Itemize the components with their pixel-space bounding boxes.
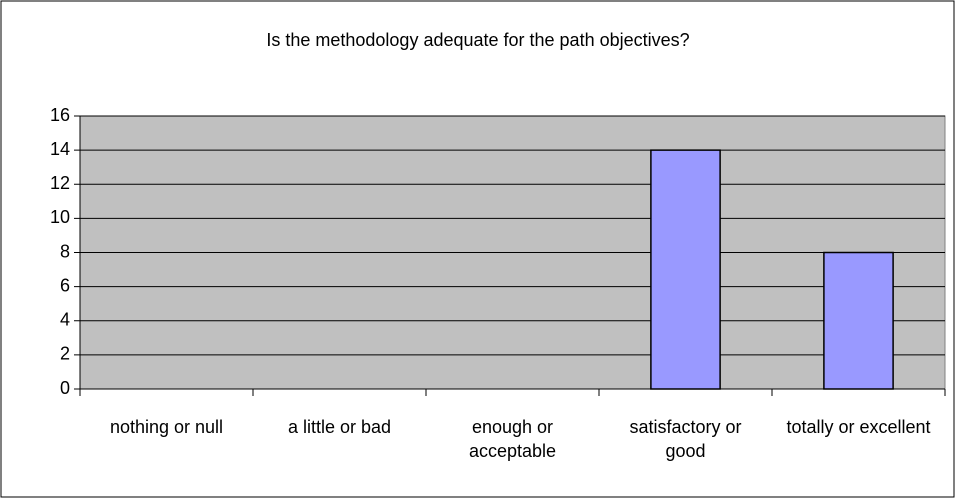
- y-tick-label: 16: [50, 105, 70, 125]
- y-tick-label: 8: [60, 241, 70, 261]
- y-tick-label: 2: [60, 344, 70, 364]
- x-tick-label: totally or excellent: [786, 417, 931, 437]
- y-tick-label: 6: [60, 275, 70, 295]
- x-tick-label: a little or bad: [287, 417, 392, 437]
- chart-title: Is the methodology adequate for the path…: [266, 30, 690, 50]
- y-tick-label: 14: [50, 139, 70, 159]
- bar: [823, 251, 894, 390]
- y-tick-label: 12: [50, 173, 70, 193]
- y-tick-label: 10: [50, 207, 70, 227]
- bar: [650, 149, 721, 390]
- x-tick-label: nothing or null: [109, 417, 224, 437]
- x-tick-label: satisfactory or good: [629, 417, 742, 461]
- x-tick-label: enough or acceptable: [468, 417, 557, 461]
- y-tick-label: 4: [60, 310, 70, 330]
- y-tick-label: 0: [60, 378, 70, 398]
